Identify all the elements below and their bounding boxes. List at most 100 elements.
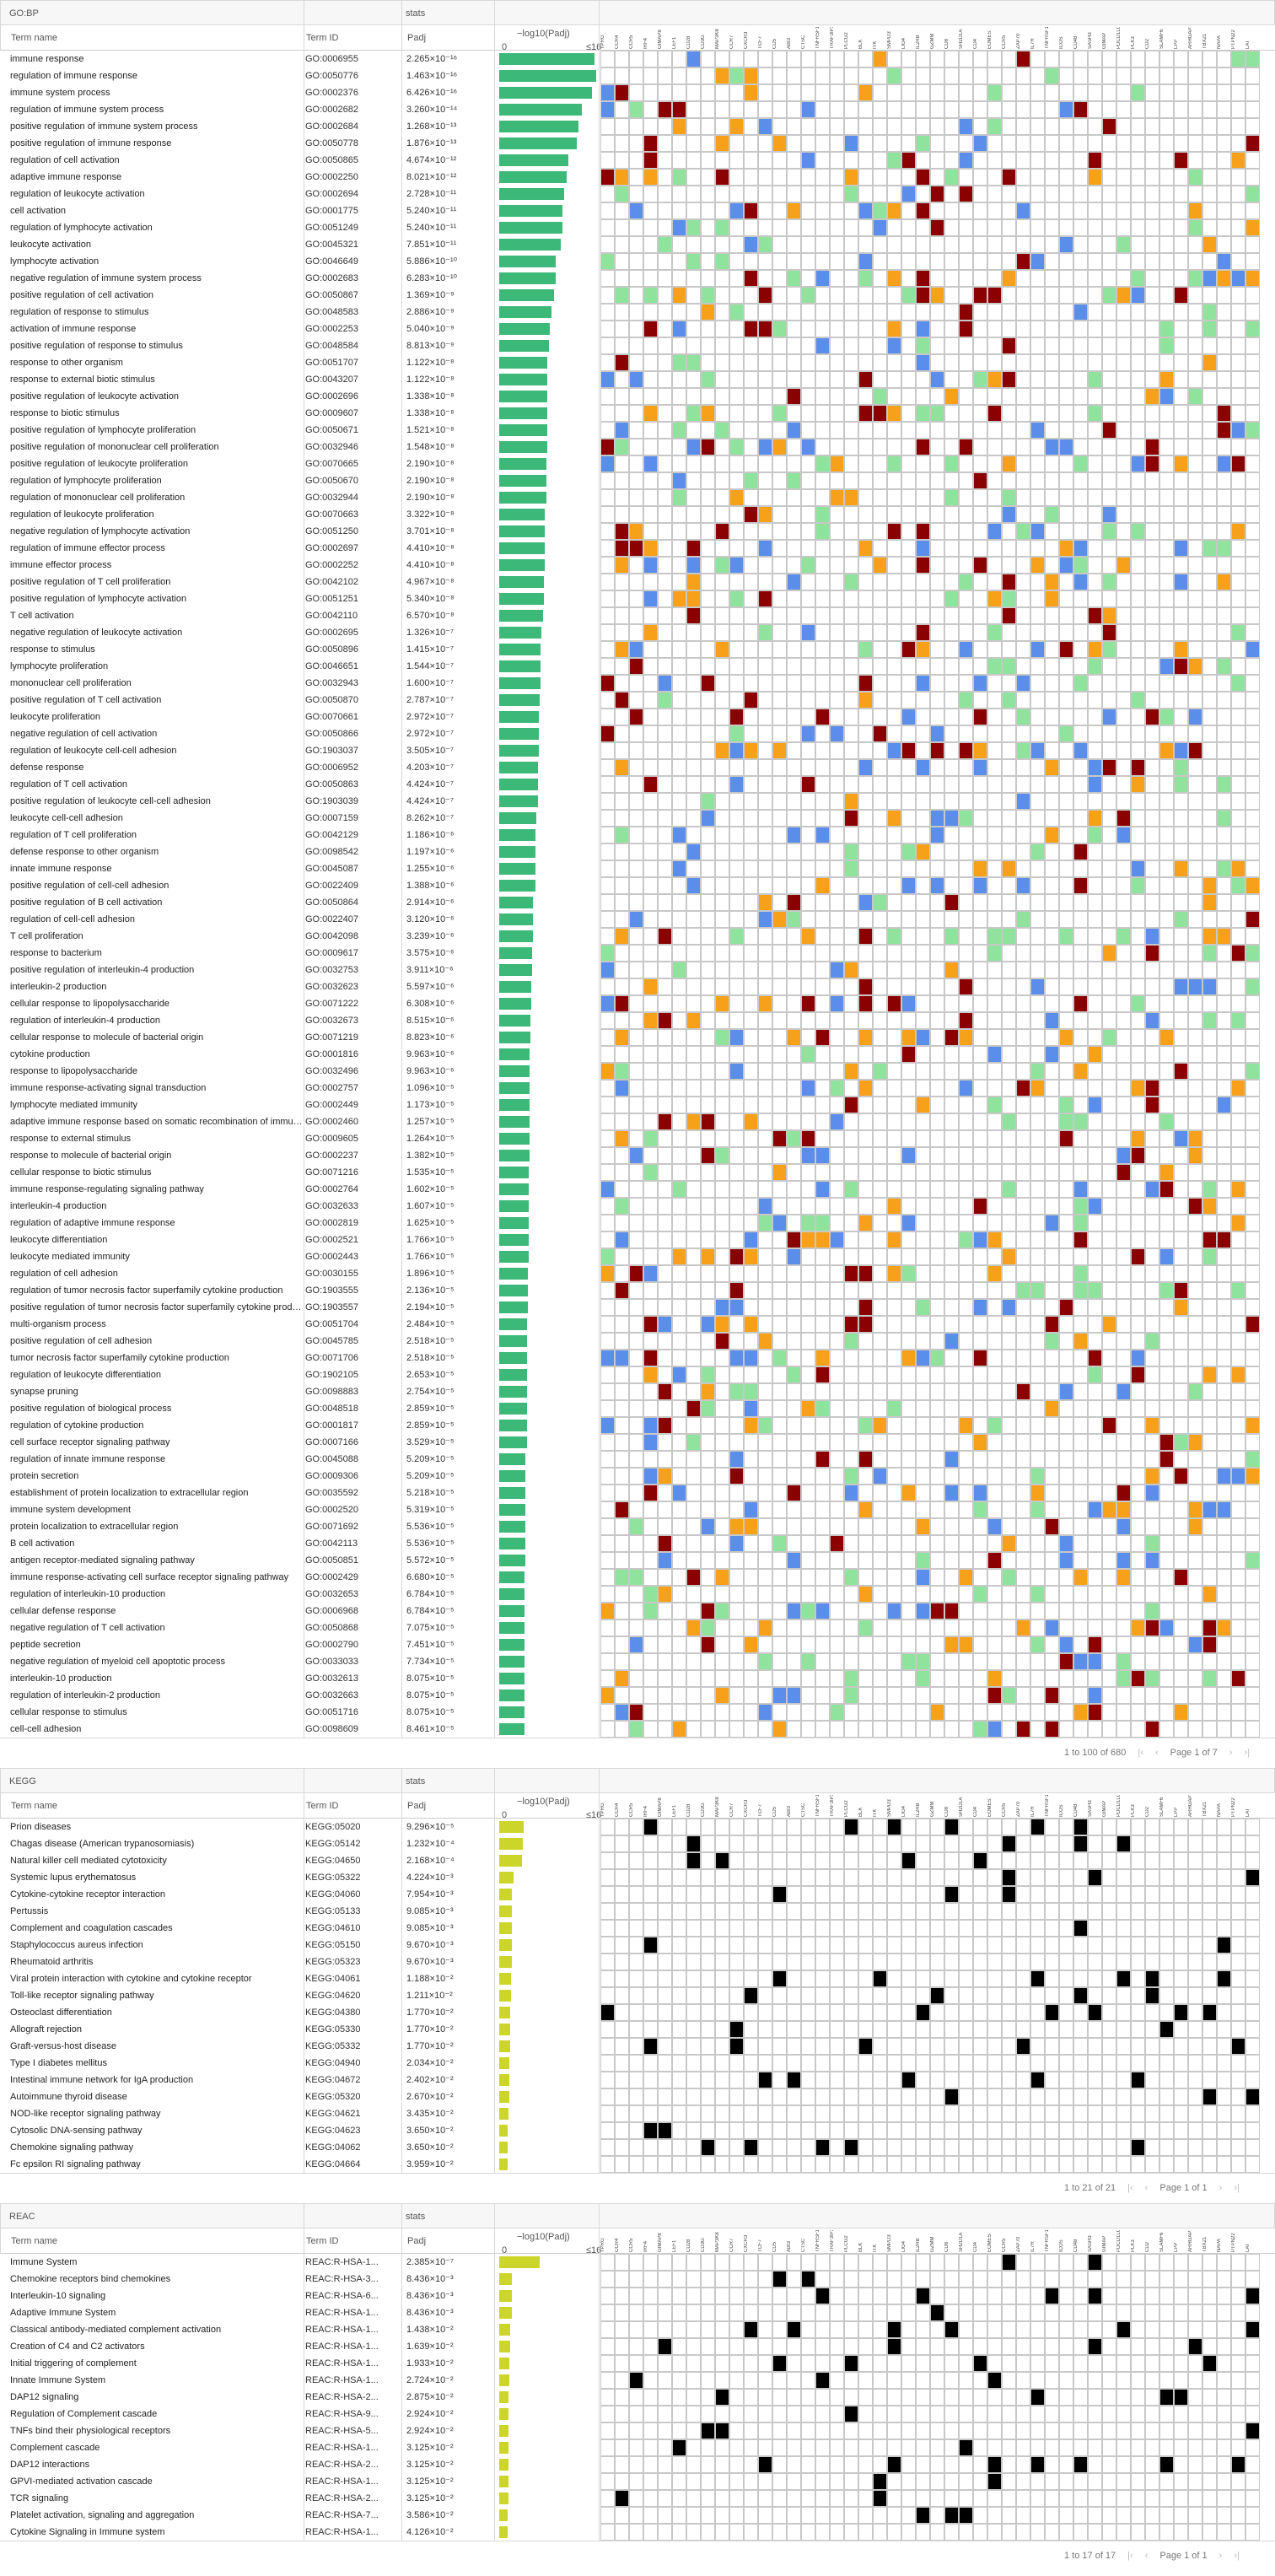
gene-cell[interactable]	[973, 742, 987, 759]
gene-cell[interactable]	[916, 742, 930, 759]
gene-cell[interactable]	[916, 1029, 930, 1046]
gene-cell[interactable]	[1030, 472, 1045, 489]
gene-cell[interactable]	[887, 641, 901, 658]
gene-cell[interactable]	[1073, 489, 1088, 506]
gene-cell[interactable]	[1159, 675, 1174, 692]
gene-cell[interactable]	[658, 1586, 672, 1603]
term-name[interactable]: positive regulation of cell-cell adhesio…	[10, 881, 169, 891]
gene-cell[interactable]	[959, 1097, 973, 1113]
gene-cell[interactable]	[1231, 354, 1245, 371]
gene-cell[interactable]	[916, 1619, 930, 1636]
gene-cell[interactable]	[1102, 1552, 1116, 1569]
gene-cell[interactable]	[1145, 186, 1159, 202]
gene-cell[interactable]	[944, 1063, 959, 1080]
gene-cell[interactable]	[801, 253, 815, 270]
gene-cell[interactable]	[858, 67, 873, 84]
gene-cell[interactable]	[1088, 1535, 1102, 1552]
gene-cell[interactable]	[1202, 1552, 1217, 1569]
table-row[interactable]: response to biotic stimulus GO:0009607 1.3…	[0, 405, 599, 422]
gene-cell[interactable]	[1159, 1282, 1174, 1299]
gene-cell[interactable]	[887, 860, 901, 877]
gene-cell[interactable]	[787, 1501, 801, 1518]
gene-cell[interactable]	[1131, 1619, 1145, 1636]
term-id[interactable]: GO:0002682	[305, 105, 358, 115]
gene-cell[interactable]	[987, 1383, 1002, 1400]
gene-cell[interactable]	[844, 1012, 858, 1029]
gene-cell[interactable]	[901, 118, 916, 135]
gene-cell[interactable]	[858, 590, 873, 607]
gene-cell[interactable]	[959, 388, 973, 405]
gene-cell[interactable]	[1088, 506, 1102, 523]
gene-cell[interactable]	[873, 1619, 887, 1636]
gene-cell[interactable]	[643, 1619, 658, 1636]
table-row[interactable]: mononuclear cell proliferation GO:0032943…	[0, 675, 599, 692]
gene-cell[interactable]	[930, 1586, 944, 1603]
gene-cell[interactable]	[615, 557, 629, 574]
gene-cell[interactable]	[758, 978, 772, 995]
gene-cell[interactable]	[615, 1097, 629, 1113]
gene-cell[interactable]	[1174, 894, 1188, 911]
gene-cell[interactable]	[901, 962, 916, 978]
gene-cell[interactable]	[887, 793, 901, 810]
gene-cell[interactable]	[1073, 978, 1088, 995]
gene-cell[interactable]	[1116, 253, 1131, 270]
gene-cell[interactable]	[987, 1451, 1002, 1468]
term-name[interactable]: regulation of immune response	[10, 71, 138, 81]
gene-cell[interactable]	[600, 641, 615, 658]
gene-cell[interactable]	[1059, 1080, 1073, 1097]
gene-cell[interactable]	[930, 1653, 944, 1670]
gene-cell[interactable]	[1245, 1670, 1260, 1687]
gene-cell[interactable]	[1002, 1636, 1016, 1653]
gene-cell[interactable]	[1059, 1164, 1073, 1181]
gene-cell[interactable]	[686, 1603, 701, 1619]
gene-cell[interactable]	[1116, 1299, 1131, 1316]
gene-cell[interactable]	[600, 1417, 615, 1434]
gene-cell[interactable]	[873, 186, 887, 202]
gene-cell[interactable]	[658, 1063, 672, 1080]
gene-cell[interactable]	[1073, 860, 1088, 877]
gene-cell[interactable]	[930, 810, 944, 827]
gene-cell[interactable]	[787, 219, 801, 236]
gene-cell[interactable]	[1030, 118, 1045, 135]
gene-cell[interactable]	[1245, 894, 1260, 911]
gene-cell[interactable]	[1045, 590, 1059, 607]
gene-cell[interactable]	[1202, 253, 1217, 270]
gene-cell[interactable]	[873, 1350, 887, 1366]
gene-cell[interactable]	[959, 219, 973, 236]
gene-cell[interactable]	[1059, 1619, 1073, 1636]
gene-cell[interactable]	[744, 1215, 758, 1231]
gene-cell[interactable]	[715, 1181, 729, 1198]
gene-cell[interactable]	[715, 1434, 729, 1451]
gene-cell[interactable]	[801, 742, 815, 759]
gene-cell[interactable]	[959, 1046, 973, 1063]
gene-cell[interactable]	[873, 51, 887, 67]
gene-cell[interactable]	[801, 962, 815, 978]
gene-cell[interactable]	[744, 67, 758, 84]
gene-cell[interactable]	[600, 557, 615, 574]
gene-cell[interactable]	[701, 692, 715, 709]
gene-cell[interactable]	[1188, 354, 1202, 371]
gene-cell[interactable]	[887, 709, 901, 725]
gene-cell[interactable]	[615, 1653, 629, 1670]
gene-cell[interactable]	[1159, 439, 1174, 455]
gene-cell[interactable]	[815, 658, 830, 675]
gene-cell[interactable]	[772, 51, 787, 67]
gene-cell[interactable]	[1116, 1518, 1131, 1535]
gene-cell[interactable]	[1231, 945, 1245, 962]
gene-cell[interactable]	[600, 658, 615, 675]
gene-cell[interactable]	[1102, 1417, 1116, 1434]
gene-cell[interactable]	[1231, 489, 1245, 506]
gene-cell[interactable]	[715, 1316, 729, 1333]
gene-cell[interactable]	[944, 962, 959, 978]
gene-cell[interactable]	[629, 911, 643, 928]
gene-cell[interactable]	[1131, 1569, 1145, 1586]
gene-cell[interactable]	[887, 894, 901, 911]
gene-cell[interactable]	[887, 101, 901, 118]
gene-cell[interactable]	[844, 1215, 858, 1231]
gene-cell[interactable]	[715, 1636, 729, 1653]
gene-cell[interactable]	[715, 709, 729, 725]
gene-cell[interactable]	[973, 354, 987, 371]
term-id[interactable]: GO:0071219	[305, 1032, 358, 1043]
gene-cell[interactable]	[1059, 1586, 1073, 1603]
gene-cell[interactable]	[643, 1063, 658, 1080]
